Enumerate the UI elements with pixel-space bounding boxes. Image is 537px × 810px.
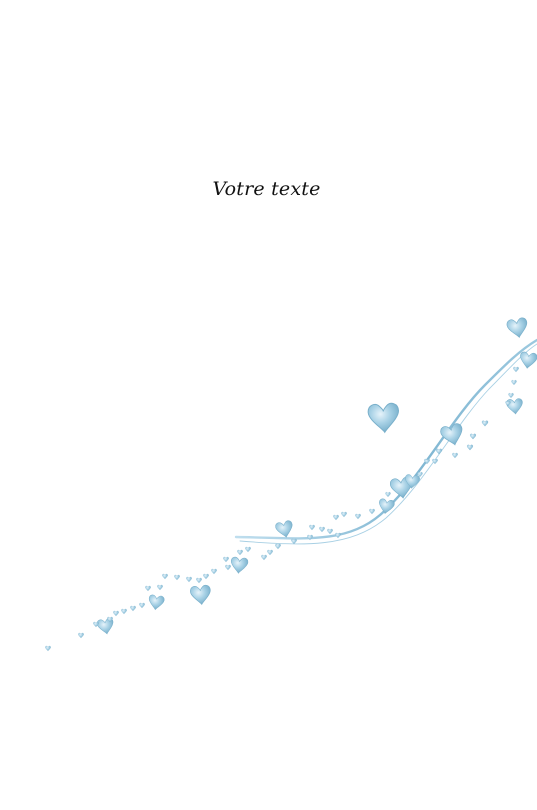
heart-icon	[518, 350, 537, 370]
hearts	[45, 316, 537, 652]
heart-icon	[505, 397, 525, 416]
heart-icon	[174, 574, 180, 581]
heart-icon	[261, 554, 267, 561]
heart-icon	[203, 573, 209, 580]
heart-icon	[229, 556, 249, 575]
heart-icon	[469, 433, 477, 440]
heart-icon	[452, 452, 458, 459]
heart-icon	[369, 508, 375, 515]
heart-icon	[225, 564, 231, 571]
heart-icon	[438, 421, 467, 449]
heart-icon	[385, 491, 391, 498]
heart-icon	[513, 366, 519, 373]
heart-icon	[186, 576, 192, 583]
heart-icon	[211, 568, 217, 575]
heart-icon	[508, 392, 514, 399]
heart-icon	[307, 534, 313, 541]
heart-icon	[366, 401, 401, 435]
heart-icon	[189, 584, 213, 607]
card-title-text: Votre texte	[212, 178, 321, 200]
heart-icon	[505, 316, 530, 340]
heart-icon	[435, 448, 443, 455]
heart-icon	[162, 573, 168, 580]
heart-icon	[275, 543, 281, 550]
heart-icon	[335, 532, 341, 539]
heart-icon	[309, 524, 315, 531]
card-title[interactable]: Votre texte	[0, 178, 537, 200]
heart-icon	[355, 513, 361, 520]
heart-icon	[139, 602, 145, 609]
heart-icon	[327, 528, 333, 535]
heart-icon	[145, 585, 151, 592]
heart-icon	[245, 546, 251, 553]
ribbon-curve	[234, 338, 537, 540]
heart-icon	[333, 514, 339, 521]
heart-icon	[196, 577, 202, 584]
heart-icon	[121, 608, 127, 615]
heart-icon	[157, 584, 163, 591]
heart-icon	[341, 511, 347, 518]
heart-icon	[96, 617, 116, 636]
heart-icon	[113, 610, 119, 617]
heart-icon	[223, 556, 229, 563]
heart-icon	[274, 519, 296, 540]
heart-icon	[147, 594, 166, 612]
heart-icon	[267, 549, 273, 556]
heart-icon	[78, 632, 84, 639]
ribbon-curve-thin	[239, 343, 537, 545]
heart-icon	[237, 549, 243, 556]
heart-icon	[319, 526, 325, 533]
heart-icon	[130, 605, 136, 612]
heart-icon	[45, 645, 51, 652]
heart-icon	[466, 444, 474, 451]
heart-icon	[481, 420, 489, 427]
heart-icon	[511, 379, 517, 386]
